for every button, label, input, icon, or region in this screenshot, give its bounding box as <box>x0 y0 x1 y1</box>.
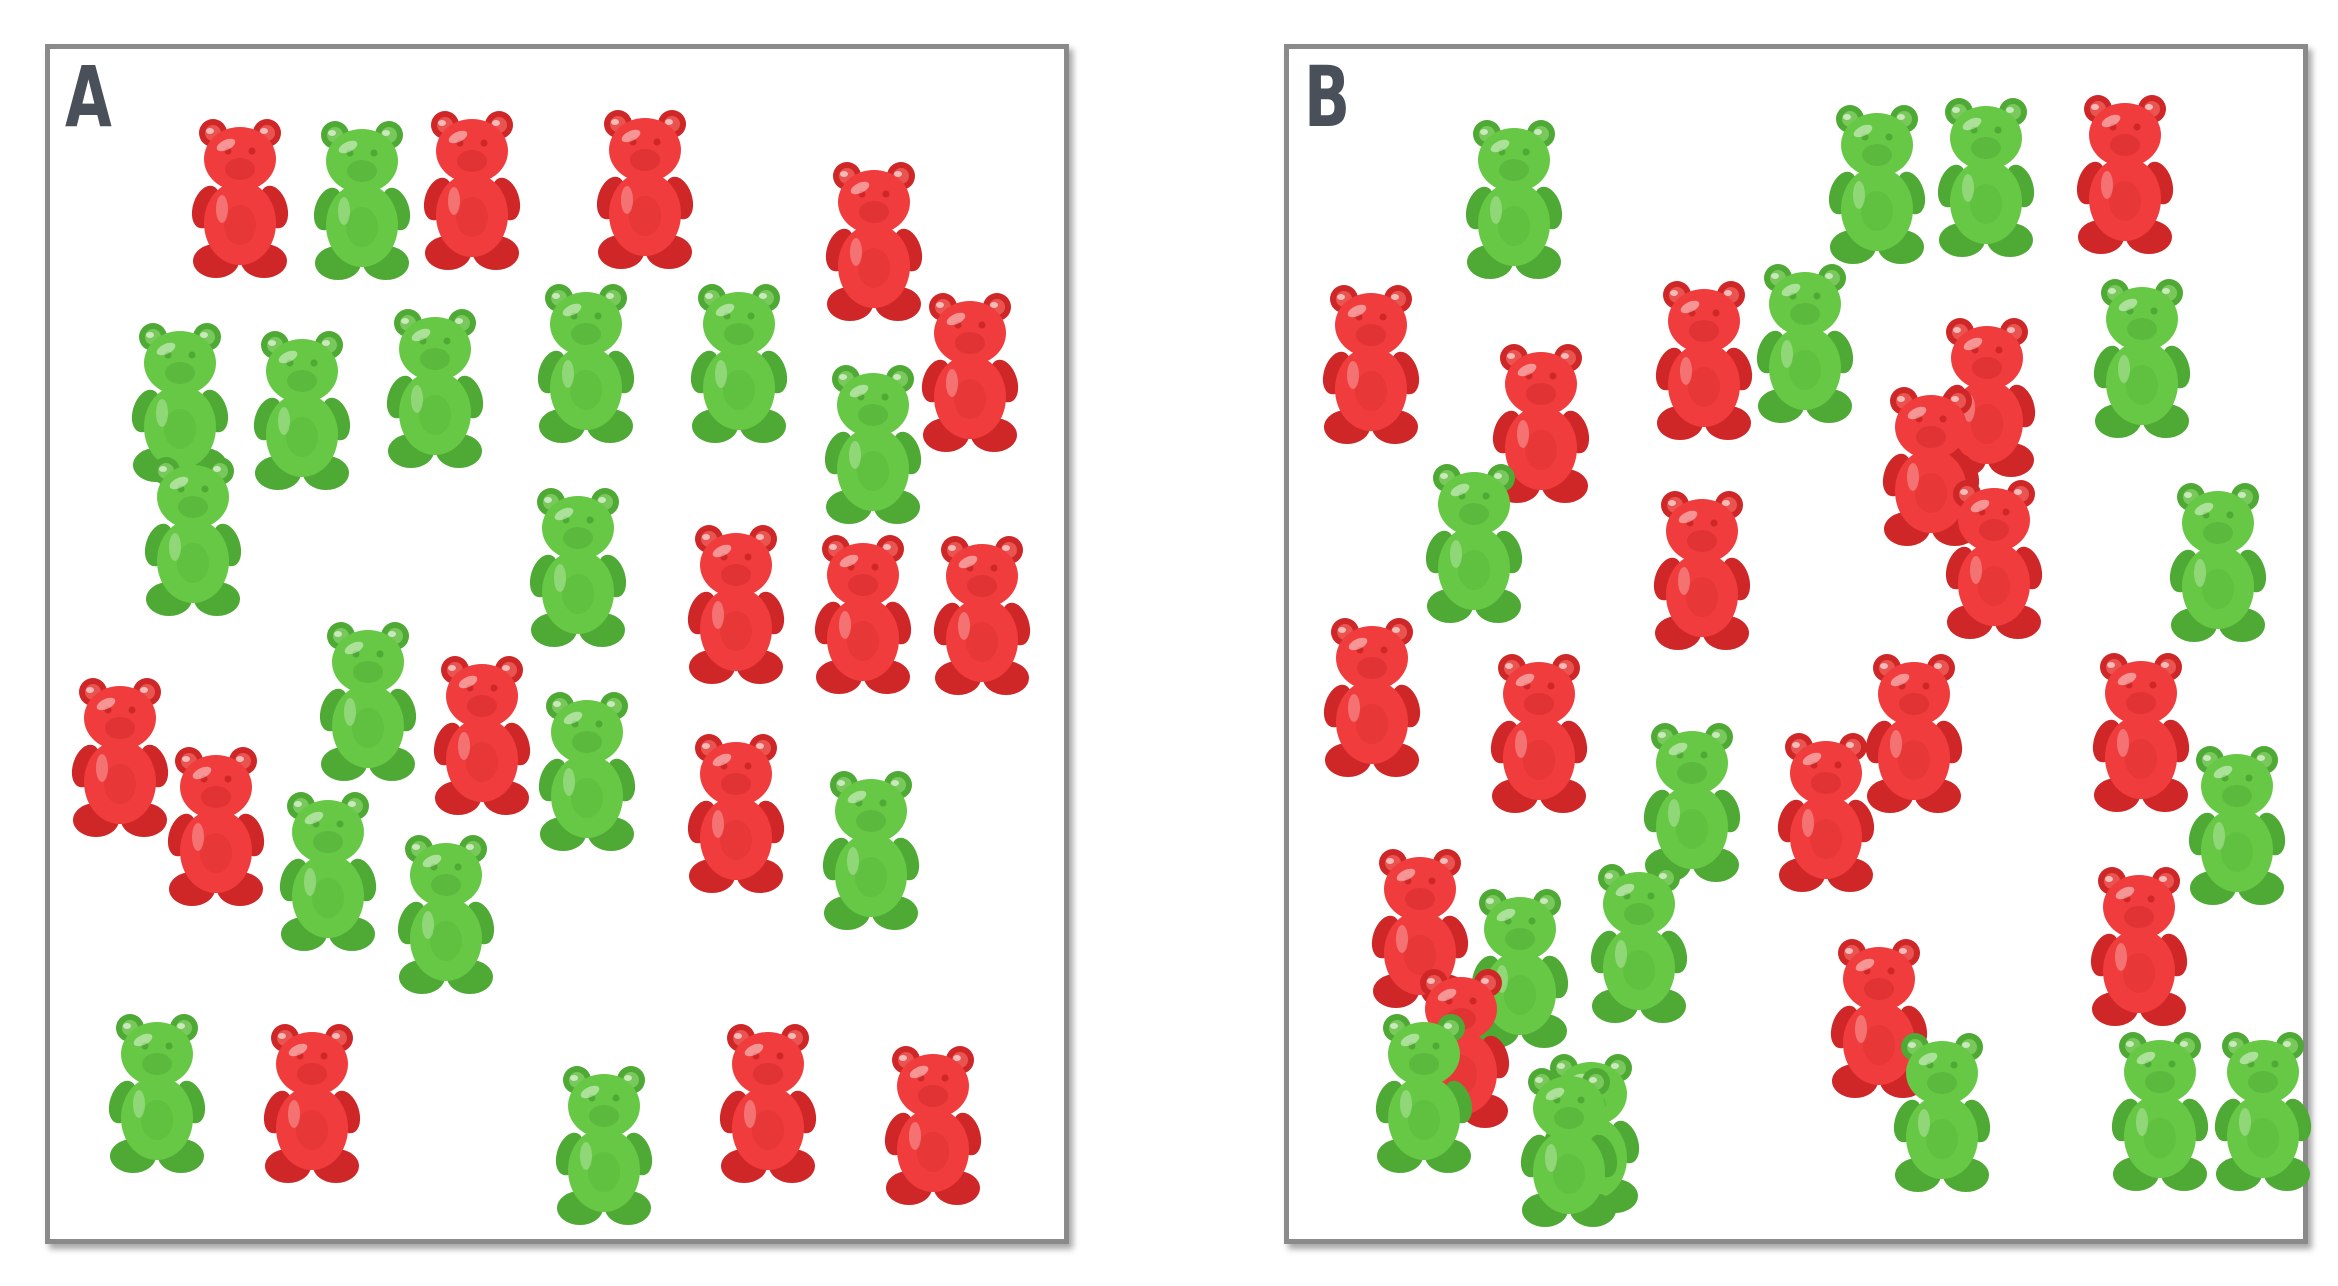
red-gummy-bear-icon <box>687 525 785 684</box>
red-gummy-bear-icon <box>596 110 694 269</box>
green-gummy-bear-icon <box>529 488 627 647</box>
green-gummy-bear-icon <box>1756 264 1854 423</box>
red-gummy-bear-icon <box>167 747 265 906</box>
green-gummy-bear-icon <box>144 457 242 616</box>
green-gummy-bear-icon <box>2111 1032 2209 1191</box>
red-gummy-bear-icon <box>2092 653 2190 812</box>
red-gummy-bear-icon <box>1655 281 1753 440</box>
green-gummy-bear-icon <box>690 284 788 443</box>
red-gummy-bear-icon <box>814 535 912 694</box>
green-gummy-bear-icon <box>822 771 920 930</box>
red-gummy-bear-icon <box>1492 344 1590 503</box>
red-gummy-bear-icon <box>1323 618 1421 777</box>
panel-a: A <box>45 44 1069 1244</box>
green-gummy-bear-icon <box>397 835 495 994</box>
red-gummy-bear-icon <box>191 119 289 278</box>
bear-field-a <box>71 110 1031 1225</box>
green-gummy-bear-icon <box>537 284 635 443</box>
red-gummy-bear-icon <box>933 536 1031 695</box>
green-gummy-bear-icon <box>1828 105 1926 264</box>
panel-label-b: B <box>1304 48 1350 146</box>
red-gummy-bear-icon <box>825 162 923 321</box>
green-gummy-bear-icon <box>1375 1014 1473 1173</box>
green-gummy-bear-icon <box>2169 483 2267 642</box>
red-gummy-bear-icon <box>1653 491 1751 650</box>
green-gummy-bear-icon <box>131 323 229 482</box>
green-gummy-bear-icon <box>386 309 484 468</box>
red-gummy-bear-icon <box>1490 654 1588 813</box>
red-gummy-bear-icon <box>1777 733 1875 892</box>
green-gummy-bear-icon <box>1520 1068 1618 1227</box>
green-gummy-bear-icon <box>313 121 411 280</box>
red-gummy-bear-icon <box>2076 95 2174 254</box>
green-gummy-bear-icon <box>1465 120 1563 279</box>
green-gummy-bear-icon <box>555 1066 653 1225</box>
bear-field-b <box>1322 95 2312 1227</box>
green-gummy-bear-icon <box>1643 723 1741 882</box>
green-gummy-bear-icon <box>2093 279 2191 438</box>
red-gummy-bear-icon <box>423 111 521 270</box>
green-gummy-bear-icon <box>279 792 377 951</box>
red-gummy-bear-icon <box>1322 285 1420 444</box>
green-gummy-bear-icon <box>824 365 922 524</box>
green-gummy-bear-icon <box>1893 1033 1991 1192</box>
red-gummy-bear-icon <box>1865 654 1963 813</box>
green-gummy-bear-icon <box>538 692 636 851</box>
green-gummy-bear-icon <box>319 622 417 781</box>
red-gummy-bear-icon <box>687 734 785 893</box>
green-gummy-bear-icon <box>1425 464 1523 623</box>
panel-label-a: A <box>65 48 112 146</box>
red-gummy-bear-icon <box>884 1046 982 1205</box>
red-gummy-bear-icon <box>719 1024 817 1183</box>
green-gummy-bear-icon <box>253 331 351 490</box>
red-gummy-bear-icon <box>263 1024 361 1183</box>
red-gummy-bear-icon <box>921 293 1019 452</box>
red-gummy-bear-icon <box>71 678 169 837</box>
red-gummy-bear-icon <box>2090 867 2188 1026</box>
green-gummy-bear-icon <box>1590 864 1688 1023</box>
red-gummy-bear-icon <box>433 656 531 815</box>
green-gummy-bear-icon <box>108 1014 206 1173</box>
green-gummy-bear-icon <box>1937 98 2035 257</box>
panel-b: B <box>1284 44 2312 1244</box>
green-gummy-bear-icon <box>2214 1032 2312 1191</box>
red-gummy-bear-icon <box>1938 318 2036 477</box>
red-gummy-bear-icon <box>1945 480 2043 639</box>
red-gummy-bear-icon <box>1830 939 1928 1098</box>
green-gummy-bear-icon <box>2188 746 2286 905</box>
